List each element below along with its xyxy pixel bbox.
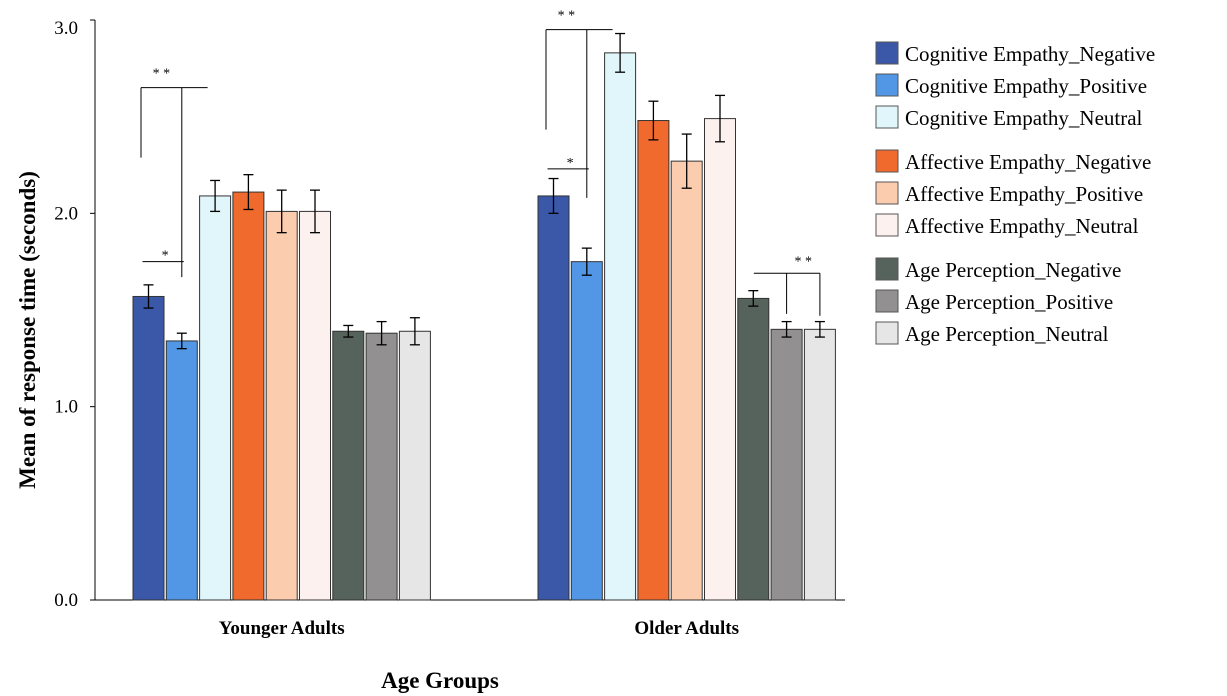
bar	[332, 330, 365, 601]
legend-swatch	[875, 213, 899, 237]
bar	[570, 261, 603, 601]
bar	[398, 330, 431, 601]
bar	[132, 295, 165, 601]
bars	[132, 52, 836, 601]
legend-label: Cognitive Empathy_Negative	[905, 42, 1155, 66]
bar	[232, 191, 265, 601]
bar	[704, 118, 736, 601]
bar	[365, 332, 398, 601]
y-tick-label: 3.0	[54, 18, 78, 39]
bar	[537, 195, 570, 601]
x-category-label: Younger Adults	[219, 618, 345, 639]
y-tick-label: 2.0	[54, 203, 78, 224]
bar	[637, 120, 670, 601]
bar	[737, 297, 770, 601]
legend-label: Affective Empathy_Neutral	[905, 214, 1139, 238]
bar	[770, 328, 803, 601]
significance-marker: * *	[153, 67, 171, 82]
legend-swatch	[875, 73, 899, 97]
bar	[670, 160, 703, 601]
legend-label: Cognitive Empathy_Positive	[905, 74, 1147, 98]
legend: Cognitive Empathy_Negative Cognitive Empa…	[875, 41, 1155, 346]
y-tick-label: 0.0	[54, 590, 78, 611]
legend-label: Cognitive Empathy_Neutral	[905, 106, 1143, 130]
x-category-label: Older Adults	[634, 618, 739, 639]
bar	[265, 210, 298, 601]
legend-swatch	[875, 105, 899, 129]
legend-label: Age Perception_Negative	[905, 258, 1121, 282]
y-axis-label: Mean of response time (seconds)	[15, 171, 40, 489]
legend-swatch	[875, 257, 899, 281]
significance-marker: *	[162, 249, 169, 264]
legend-swatch	[875, 181, 899, 205]
legend-swatch	[875, 289, 899, 313]
error-bars	[143, 32, 825, 350]
bar	[299, 210, 331, 601]
bar	[165, 340, 198, 601]
x-axis-label: Age Groups	[381, 668, 499, 693]
legend-swatch	[875, 41, 899, 65]
bar	[803, 328, 836, 601]
legend-label: Affective Empathy_Negative	[905, 150, 1151, 174]
significance-marker: *	[567, 156, 574, 171]
significance-annotations: * * * * * * * *	[140, 9, 821, 316]
legend-swatch	[875, 149, 899, 173]
legend-swatch	[875, 321, 899, 345]
y-tick-label: 1.0	[54, 397, 78, 418]
bar	[199, 195, 232, 601]
legend-label: Affective Empathy_Positive	[905, 182, 1143, 206]
significance-marker: * *	[795, 254, 813, 269]
significance-marker: * *	[558, 9, 576, 24]
legend-label: Age Perception_Positive	[905, 290, 1113, 314]
legend-label: Age Perception_Neutral	[905, 322, 1109, 346]
bar	[604, 52, 637, 601]
